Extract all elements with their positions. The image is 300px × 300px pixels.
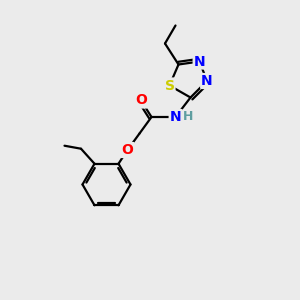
Text: N: N: [201, 74, 213, 88]
Text: O: O: [135, 94, 147, 107]
Text: O: O: [122, 143, 134, 157]
Text: H: H: [183, 110, 193, 124]
Text: N: N: [194, 55, 205, 68]
Text: N: N: [170, 110, 181, 124]
Text: S: S: [164, 79, 175, 92]
